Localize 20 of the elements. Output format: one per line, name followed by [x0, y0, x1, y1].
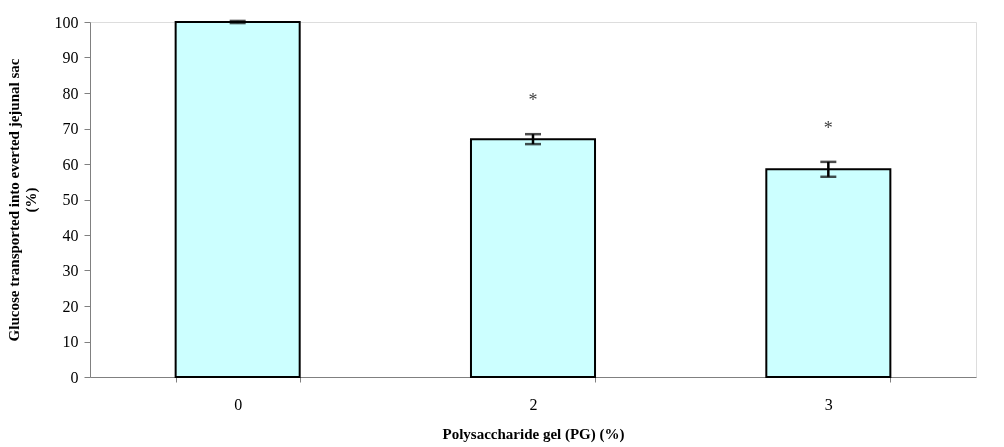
y-tick-label: 10	[62, 333, 79, 350]
y-axis-title: Glucose transported into everted jejunal sac (%)	[5, 58, 40, 342]
y-tick-label: 70	[62, 120, 79, 137]
x-tick-label: 0	[234, 395, 243, 413]
x-tick-label: 2	[529, 395, 538, 413]
data-label: *	[528, 90, 538, 111]
data-label: *	[823, 117, 833, 138]
y-tick-label: 20	[62, 297, 79, 315]
y-tick-label: 60	[62, 155, 79, 173]
y-tick-label: 90	[62, 49, 79, 66]
bar	[469, 138, 597, 378]
y-tick-label: 50	[62, 191, 79, 208]
y-tick-label: 100	[54, 13, 79, 31]
bar	[174, 21, 301, 378]
y-tick-label: 40	[62, 226, 79, 244]
x-axis-title: Polysaccharide gel (PG) (%)	[442, 425, 625, 443]
y-tick-label: 80	[62, 84, 79, 102]
x-tick-label: 3	[824, 395, 833, 413]
y-tick-label: 0	[70, 368, 79, 386]
y-tick-label: 30	[62, 262, 79, 279]
